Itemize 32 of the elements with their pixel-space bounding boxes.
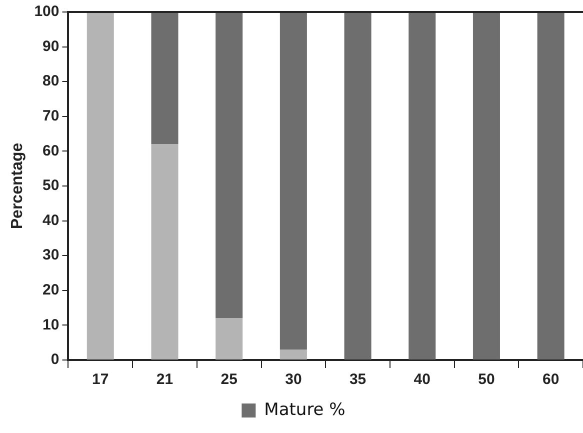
y-tick-label: 70: [42, 108, 60, 125]
y-tick-label: 50: [42, 177, 60, 194]
bar: [537, 12, 564, 360]
y-axis-title: Percentage: [9, 142, 26, 230]
bar: [151, 12, 178, 144]
bar: [472, 12, 500, 360]
bar: [86, 12, 114, 360]
y-tick-label: 10: [42, 316, 60, 334]
bar: [216, 12, 243, 318]
y-tick-label: 20: [42, 282, 60, 299]
bar: [280, 350, 307, 360]
y-tick-label: 100: [34, 3, 60, 20]
legend-label: Mature %: [264, 400, 346, 420]
x-tick-label: 50: [478, 371, 495, 388]
x-tick-label: 40: [414, 371, 430, 388]
y-tick-label: 60: [42, 142, 60, 160]
x-tick-label: 21: [156, 371, 174, 388]
bar: [280, 12, 307, 350]
x-tick-label: 17: [92, 371, 109, 388]
bar: [216, 318, 243, 360]
x-tick-label: 60: [542, 371, 560, 388]
y-tick-label: 0: [50, 351, 60, 368]
y-tick-label: 30: [42, 246, 60, 264]
x-tick-label: 25: [220, 371, 238, 388]
bar: [151, 144, 178, 360]
x-tick-label: 30: [285, 371, 302, 388]
y-tick-label: 90: [42, 38, 60, 55]
x-tick-label: 35: [349, 371, 366, 388]
bar: [408, 12, 436, 360]
y-tick-label: 40: [42, 212, 60, 229]
y-tick-label: 80: [42, 72, 60, 90]
bar: [344, 12, 372, 360]
